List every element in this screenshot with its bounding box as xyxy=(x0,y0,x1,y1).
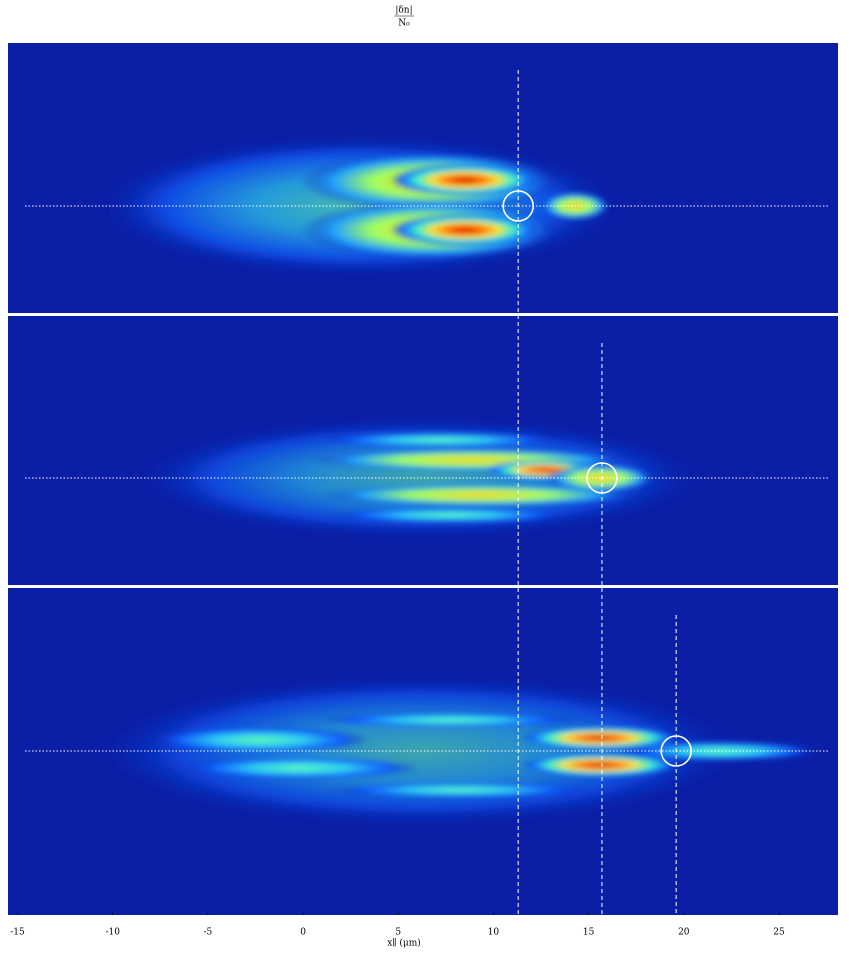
x-tick-label: 0 xyxy=(300,928,306,938)
x-tick-label: -10 xyxy=(105,928,120,938)
title-denominator: N₀ xyxy=(398,19,410,29)
x-tick-label: 15 xyxy=(583,928,595,938)
center-lines xyxy=(25,205,828,752)
fraction-title: |δn| N₀ xyxy=(394,6,414,29)
marker-circle xyxy=(586,462,618,494)
x-tick-label: 10 xyxy=(488,928,500,938)
x-tick-label: 20 xyxy=(678,928,690,938)
marker-circle xyxy=(660,735,692,767)
heatmap-panel xyxy=(8,316,838,585)
heatmap-panel xyxy=(8,43,838,313)
x-tick-label: 25 xyxy=(773,928,785,938)
heatmap-panel xyxy=(8,588,838,915)
x-axis-label: x∥ (μm) xyxy=(387,938,421,949)
title-numerator: |δn| xyxy=(395,6,412,16)
x-tick-label: -15 xyxy=(10,928,25,938)
x-tick-label: -5 xyxy=(203,928,212,938)
marker-circle xyxy=(502,190,534,222)
x-tick-label: 5 xyxy=(395,928,401,938)
